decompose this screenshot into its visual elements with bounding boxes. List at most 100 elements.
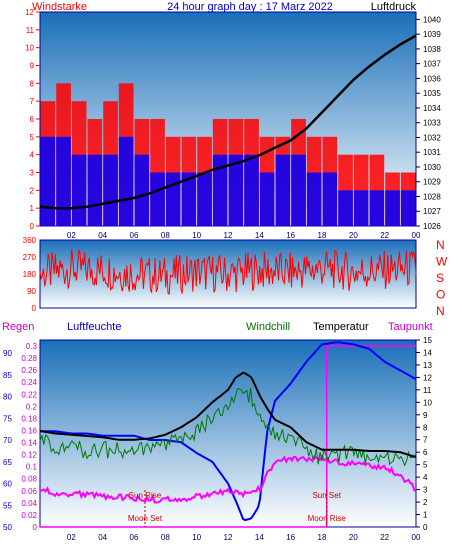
temperature-x-tick-label: 10 <box>192 533 201 542</box>
temperature-x-tick-label: 04 <box>98 533 107 542</box>
temperature-y-tick-label: 14 <box>423 348 432 357</box>
wind-x-axis-ticks: 02 04 06 08 10 12 14 16 18 20 22 00 <box>67 231 421 240</box>
temperature-x-tick-label: 18 <box>318 533 327 542</box>
rain-y-tick-label: 0.16 <box>21 426 37 435</box>
rain-y-tick-label: 0.24 <box>21 378 37 387</box>
rain-y-axis-ticks: 0 0.02 0.04 0.06 0.08 0.1 0.12 0.14 0.16 0.18 0.2 0… <box>21 342 37 532</box>
temperature-y-tick-label: 7 <box>423 436 428 445</box>
temperature-y-tick-label: 5 <box>423 461 428 470</box>
wind-x-tick-label: 08 <box>161 231 170 240</box>
temperature-x-tick-label: 20 <box>349 533 358 542</box>
temperature-plot-area <box>39 339 417 528</box>
compass-letter: O <box>436 288 445 302</box>
wind-gust-bar <box>400 190 416 226</box>
wind-y-tick-label: 7 <box>30 97 35 106</box>
humidity-y-tick-label: 50 <box>3 523 12 532</box>
temperature-x-tick-label: 00 <box>412 533 421 542</box>
direction-y-tick-label: 0 <box>32 304 37 313</box>
temperature-y-tick-label: 3 <box>423 486 428 495</box>
pressure-series-line <box>39 34 417 210</box>
wind-direction-line <box>39 249 417 295</box>
temperature-y-tick-label: 0 <box>423 523 428 532</box>
wind-x-tick-label: 10 <box>192 231 201 240</box>
temperature-y-tick-label: 1 <box>423 511 428 520</box>
temperature-x-tick-label: 06 <box>130 533 139 542</box>
rain-line <box>40 345 416 528</box>
pressure-y-tick-label: 1036 <box>423 74 441 83</box>
rain-y-tick-label: 0.2 <box>26 402 38 411</box>
wind-gust-bar <box>87 154 103 226</box>
wind-gust-bar <box>338 190 353 226</box>
direction-y-tick-label: 180 <box>23 270 37 279</box>
wind-strength-label: Windstarke <box>32 1 87 13</box>
humidity-y-tick-label: 60 <box>3 480 12 489</box>
wind-gust-bar <box>165 172 181 226</box>
wind-y-tick-label: 4 <box>30 151 35 160</box>
wind-gust-bar <box>322 172 338 226</box>
humidity-y-tick-label: 55 <box>3 501 12 510</box>
direction-y-tick-label: 90 <box>27 287 36 296</box>
wind-y-tick-label: 0 <box>30 222 35 231</box>
pressure-y-tick-label: 1028 <box>423 192 441 201</box>
wind-x-tick-label: 22 <box>380 231 389 240</box>
temperature-label: Temperatur <box>313 321 369 333</box>
rain-label: Regen <box>2 321 34 333</box>
wind-gust-bar <box>259 172 275 226</box>
wind-gust-bar <box>181 172 197 226</box>
wind-gust-bar <box>212 154 228 226</box>
wind-x-tick-label: 12 <box>224 231 233 240</box>
wind-gust-bar <box>40 136 56 226</box>
humidity-y-tick-label: 75 <box>3 414 12 423</box>
temperature-x-tick-label: 08 <box>161 533 170 542</box>
wind-x-tick-label: 02 <box>67 231 76 240</box>
pressure-y-tick-label: 1032 <box>423 133 441 142</box>
wind-x-tick-label: 14 <box>255 231 264 240</box>
humidity-y-axis-ticks: 50 55 60 65 70 75 80 85 90 <box>3 349 12 532</box>
wind-bars <box>40 83 416 226</box>
wind-plot-area <box>39 11 417 227</box>
wind-y-tick-label: 6 <box>30 115 35 124</box>
pressure-y-tick-label: 1037 <box>423 60 441 69</box>
rain-y-tick-label: 0.1 <box>26 463 38 472</box>
chart-title: 24 hour graph day : 17 Marz 2022 <box>167 1 333 13</box>
temperature-y-tick-label: 10 <box>423 398 432 407</box>
windchill-label: Windchill <box>246 321 290 333</box>
humidity-series-line <box>40 341 417 522</box>
temperature-x-tick-label: 16 <box>286 533 295 542</box>
temperature-x-axis-ticks: 02 04 06 08 10 12 14 16 18 20 22 00 <box>67 533 421 542</box>
wind-direction-series-line <box>39 249 417 295</box>
rain-y-tick-label: 0 <box>33 523 38 532</box>
pressure-y-tick-label: 1035 <box>423 89 441 98</box>
pressure-line <box>39 34 417 210</box>
rain-y-tick-label: 0.18 <box>21 414 37 423</box>
humidity-y-tick-label: 65 <box>3 458 12 467</box>
compass-letter: N <box>436 238 445 252</box>
temperature-panel: Regen Luftfeuchte Windchill Temperatur T… <box>2 321 433 542</box>
rain-y-tick-label: 0.06 <box>21 487 37 496</box>
pressure-y-tick-label: 1029 <box>423 178 441 187</box>
temperature-y-tick-label: 12 <box>423 373 432 382</box>
compass-letter: W <box>436 255 448 269</box>
temperature-lines <box>39 341 417 522</box>
wind-gust-bar <box>244 154 259 226</box>
pressure-y-axis-ticks: 1026 1027 1028 1029 1030 1031 1032 1033 1034 1035… <box>416 15 441 231</box>
wind-x-tick-label: 06 <box>130 231 139 240</box>
humidity-label: Luftfeuchte <box>67 321 121 333</box>
pressure-y-tick-label: 1033 <box>423 119 441 128</box>
sun-moon-annotation: Moon Set <box>128 514 163 523</box>
wind-x-tick-label: 20 <box>349 231 358 240</box>
wind-gust-bar <box>197 172 212 226</box>
wind-y-tick-label: 10 <box>25 44 34 53</box>
wind-gust-bar <box>118 136 134 226</box>
wind-y-tick-label: 11 <box>26 26 35 35</box>
direction-y-tick-label: 360 <box>23 236 37 245</box>
sun-moon-annotations: Sun Rise Moon Set Sun Set Moon Rise <box>128 490 346 527</box>
temperature-y-tick-label: 15 <box>423 336 432 345</box>
rain-y-tick-label: 0.26 <box>21 366 37 375</box>
rain-y-tick-label: 0.3 <box>26 342 38 351</box>
